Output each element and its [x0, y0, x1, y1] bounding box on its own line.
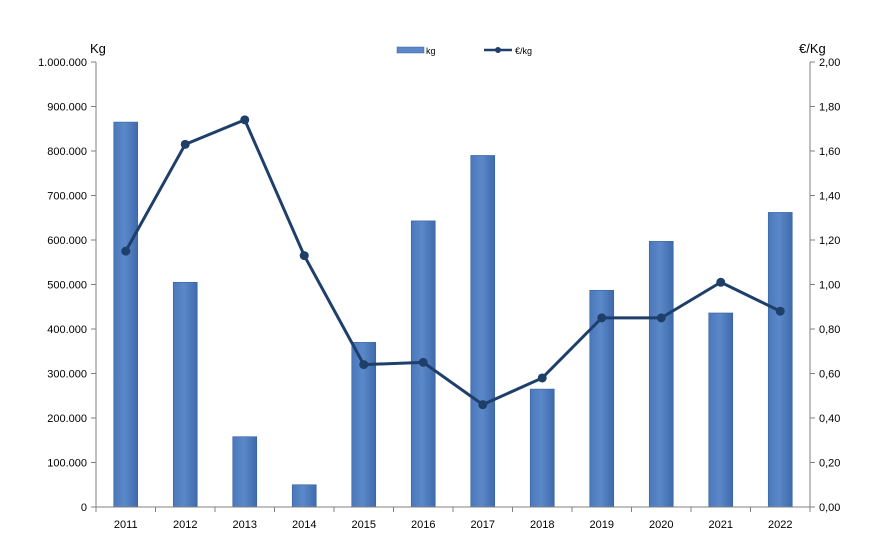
x-tick-label: 2022 [768, 519, 792, 531]
price-line [124, 118, 781, 407]
legend-label-price: €/kg [515, 46, 532, 56]
bar-2020 [648, 241, 674, 508]
price-point-2013 [240, 115, 250, 125]
x-tick-label: 2016 [411, 519, 435, 531]
y-tick-left-label: 800.000 [47, 146, 87, 158]
price-point-2022 [775, 306, 785, 316]
x-tick-label: 2011 [114, 519, 138, 531]
y-axis-right-title: €/Kg [799, 41, 826, 56]
y-tick-right-label: 1,00 [819, 280, 840, 292]
x-tick-label: 2017 [471, 519, 495, 531]
price-point-2011 [121, 246, 131, 256]
y-tick-left-label: 200.000 [47, 413, 87, 425]
x-tick-label: 2019 [590, 519, 614, 531]
x-tick-label: 2015 [352, 519, 376, 531]
bar-2011 [113, 121, 139, 508]
x-tick-label: 2014 [292, 519, 316, 531]
y-tick-left-label: 900.000 [47, 102, 87, 114]
bar-2017 [470, 155, 496, 508]
bar-2012 [172, 281, 198, 508]
legend: kg €/kg [396, 46, 532, 56]
x-tick-label: 2021 [709, 519, 733, 531]
bar-2015 [351, 342, 377, 508]
bar-series-kg [113, 121, 793, 508]
line-series-price [121, 115, 785, 410]
price-point-2012 [180, 139, 190, 149]
axes [91, 61, 815, 512]
y-tick-left-label: 500.000 [47, 280, 87, 292]
bar-2013 [232, 436, 258, 508]
x-tick-label: 2018 [530, 519, 554, 531]
y-tick-left-label: 300.000 [47, 369, 87, 381]
legend-label-kg: kg [426, 46, 436, 56]
y-tick-right-label: 0,40 [819, 413, 840, 425]
y-tick-right-label: 1,80 [819, 102, 840, 114]
bar-2022 [767, 212, 793, 508]
y-tick-left-label: 400.000 [47, 324, 87, 336]
price-point-2020 [656, 313, 666, 323]
bar-2021 [708, 312, 734, 508]
y-tick-right-label: 2,00 [819, 57, 840, 69]
y-tick-left-label: 100.000 [47, 458, 87, 470]
y-tick-right-label: 1,20 [819, 235, 840, 247]
price-point-2014 [299, 251, 309, 261]
bar-2019 [589, 289, 615, 508]
y-tick-left-label: 0 [81, 502, 87, 514]
x-tick-label: 2012 [173, 519, 197, 531]
y-tick-left-label: 700.000 [47, 191, 87, 203]
y-tick-right-label: 0,20 [819, 458, 840, 470]
x-tick-label: 2020 [649, 519, 673, 531]
price-point-2019 [597, 313, 607, 323]
legend-swatch-kg [396, 46, 425, 54]
y-tick-right-label: 0,80 [819, 324, 840, 336]
y-tick-right-label: 0,60 [819, 369, 840, 381]
y-tick-left-label: 1.000.000 [38, 57, 87, 69]
y-tick-right-label: 1,40 [819, 191, 840, 203]
price-point-2021 [716, 277, 726, 287]
price-point-2015 [359, 360, 369, 370]
y-axis-left-title: Kg [90, 41, 106, 56]
tick-labels: 0 0,00 100.000 0,20 200.000 0,40 300.000 0,60 40… [38, 57, 840, 531]
y-tick-right-label: 1,60 [819, 146, 840, 158]
y-tick-right-label: 0,00 [819, 502, 840, 514]
price-point-2017 [478, 400, 488, 410]
bar-2014 [291, 484, 317, 508]
x-tick-label: 2013 [233, 519, 257, 531]
legend-swatch-price-marker [495, 47, 501, 53]
price-point-2016 [418, 357, 428, 367]
price-point-2018 [537, 373, 547, 383]
bar-2018 [529, 388, 555, 508]
y-tick-left-label: 600.000 [47, 235, 87, 247]
